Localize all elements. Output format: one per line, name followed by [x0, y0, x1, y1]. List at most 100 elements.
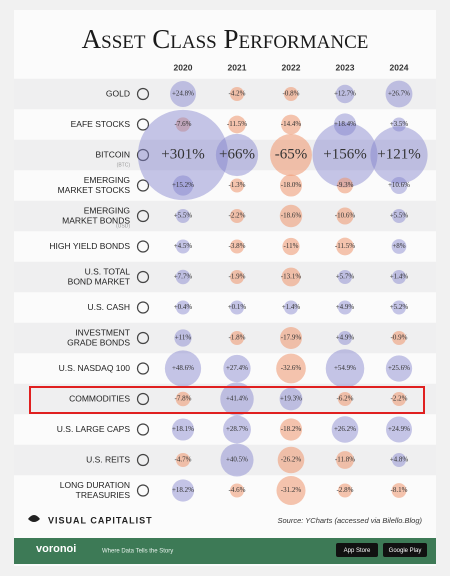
bubble [175, 117, 191, 132]
row-stripe [14, 383, 436, 415]
row-label: MARKET STOCKS [58, 185, 131, 195]
row-icon [136, 301, 150, 314]
bubble [312, 122, 378, 188]
value-label: -0.8% [283, 90, 300, 98]
column-header: 2024 [390, 62, 409, 72]
value-label: -13.1% [281, 273, 302, 281]
value-label: -7.8% [175, 395, 192, 403]
bubble [281, 114, 301, 135]
bubble [230, 87, 244, 101]
row-label: U.S. REITS [86, 454, 130, 464]
column-header: 2020 [174, 62, 193, 72]
column-header: 2023 [336, 62, 355, 72]
value-label: +24.8% [172, 90, 194, 98]
row-icon [136, 179, 150, 192]
value-label: +11% [175, 334, 192, 342]
row-icon [136, 423, 150, 436]
row-icon [136, 240, 150, 253]
value-label: +121% [377, 146, 420, 162]
bubble [230, 331, 244, 345]
row-stripe [14, 322, 436, 354]
value-label: +40.5% [226, 456, 248, 464]
bubble [279, 204, 303, 228]
bubble [338, 331, 352, 345]
bubble [220, 382, 254, 416]
value-label: +4.9% [336, 303, 355, 311]
row-icon [136, 362, 150, 375]
value-label: +1.4% [390, 273, 409, 281]
value-label: +4.5% [174, 242, 193, 250]
value-label: -9.3% [337, 181, 354, 189]
row-icon [136, 148, 150, 162]
bubble [228, 115, 246, 134]
bubble [336, 207, 354, 225]
value-label: +5.7% [336, 273, 355, 281]
bubble [176, 300, 190, 315]
value-label: -1.3% [229, 181, 246, 189]
bubble [279, 326, 303, 350]
vc-logo [28, 515, 40, 522]
bubble [282, 237, 300, 256]
bubble [175, 391, 191, 407]
bubble [176, 209, 190, 223]
row-sublabel: (USD) [116, 223, 130, 229]
row-stripe [14, 78, 436, 110]
row-icon [136, 484, 150, 497]
bubble [338, 300, 352, 315]
google-play-badge[interactable] [383, 543, 427, 557]
value-label: +25.6% [388, 364, 410, 372]
brand: VISUAL CAPITALIST [48, 515, 153, 525]
value-label: -3.8% [229, 242, 246, 250]
google-play[interactable]: Google Play [389, 548, 422, 554]
logo: voronoi [36, 543, 76, 555]
value-label: -6.2% [337, 395, 354, 403]
bubble [164, 350, 202, 387]
value-label: -7.6% [175, 120, 192, 128]
bubble [223, 415, 251, 444]
row-icon [136, 270, 150, 284]
bubble [336, 451, 354, 469]
bubble [392, 392, 406, 406]
bubble [392, 117, 406, 132]
value-label: +5.2% [390, 303, 409, 311]
bubble [170, 81, 196, 107]
app-store[interactable]: App Store [344, 548, 371, 554]
value-label: +26.2% [334, 425, 356, 433]
bubble [392, 300, 406, 315]
value-label: +301% [161, 146, 204, 162]
value-label: -1.9% [229, 273, 246, 281]
value-label: +18.1% [172, 425, 194, 433]
value-label: +5.5% [174, 212, 193, 220]
bubble [176, 453, 190, 467]
column-header: 2021 [228, 62, 247, 72]
bubble [336, 237, 354, 256]
value-label: +0.4% [174, 303, 193, 311]
bubble [335, 84, 355, 104]
value-label: -18.2% [281, 425, 302, 433]
row-label: COMMODITIES [69, 393, 130, 403]
bubble [137, 109, 229, 201]
value-label: +12.7% [334, 90, 356, 98]
row-stripe [14, 139, 436, 171]
row-label: U.S. LARGE CAPS [57, 424, 131, 434]
value-label: +48.6% [172, 364, 194, 372]
app-store-badge[interactable] [336, 543, 378, 557]
bubble [277, 446, 305, 474]
bubble [171, 418, 195, 441]
bubble [175, 269, 191, 285]
bubble [279, 418, 303, 441]
row-label: TREASURIES [76, 490, 131, 500]
value-label: +18.2% [172, 486, 194, 494]
value-label: +19.3% [280, 395, 302, 403]
table: 2020 2021 2022 2023 2024 GOLD EAFE STOCKS BITCO… [14, 62, 436, 506]
value-label: -65% [275, 146, 308, 162]
row-label: BITCOIN [96, 149, 130, 159]
row-stripe [14, 200, 436, 232]
bubble [284, 300, 298, 315]
value-label: -17.9% [281, 334, 302, 342]
bubble [230, 178, 244, 193]
value-label: -11% [284, 242, 299, 250]
value-label: -1.8% [229, 334, 246, 342]
row-label: U.S. CASH [87, 302, 130, 312]
